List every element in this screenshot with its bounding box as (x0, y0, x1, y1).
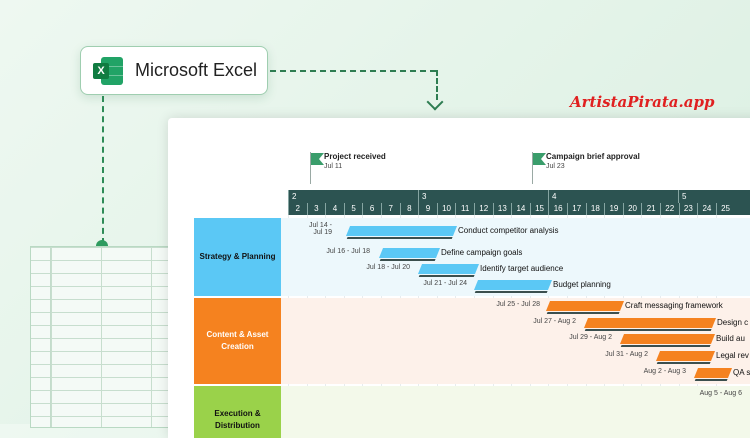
week-cell: 5 (678, 190, 750, 203)
flag-icon (533, 153, 546, 165)
task-progress-line (584, 329, 712, 331)
day-cell: 15 (529, 203, 549, 215)
task-dates: Jul 25 - Jul 28 (496, 301, 540, 308)
day-cell: 24 (697, 203, 716, 215)
excel-logo-letter: X (93, 63, 109, 79)
milestone-date: Jul 11 (324, 163, 343, 170)
day-cell: 20 (622, 203, 642, 215)
task-bar[interactable] (655, 351, 716, 364)
day-cell: 22 (660, 203, 679, 215)
connector-down (436, 70, 438, 100)
task-dates: Jul 21 - Jul 24 (423, 280, 467, 287)
task-name: Budget planning (553, 280, 611, 289)
milestone-pole (532, 152, 533, 184)
task-bar[interactable] (693, 368, 733, 381)
task-dates: Jul 18 - Jul 20 (366, 264, 410, 271)
day-cell: 21 (641, 203, 660, 215)
task-dates: Jul 27 - Aug 2 (533, 318, 576, 325)
day-cell: 5 (343, 203, 363, 215)
task-progress-line (694, 379, 728, 381)
arrow-down-icon (426, 93, 444, 111)
milestone-pole (310, 152, 311, 184)
swimlane-label: Execution & Distribution (214, 409, 261, 430)
task-name: QA s (733, 368, 750, 377)
task-progress-line (474, 291, 548, 293)
task-bar[interactable] (417, 264, 480, 277)
task-progress-line (418, 275, 475, 277)
excel-app-badge[interactable]: X Microsoft Excel (80, 46, 268, 95)
day-cell: 3 (306, 203, 326, 215)
task-progress-line (656, 362, 711, 364)
day-cell: 25 (715, 203, 735, 215)
excel-app-name: Microsoft Excel (135, 60, 258, 80)
task-progress-line (546, 312, 620, 314)
swimlane-strategy-planning: Strategy & Planning (194, 218, 281, 296)
day-cell: 14 (511, 203, 530, 215)
watermark: ArtistaPirata.app (570, 93, 715, 111)
task-dates: Jul 16 - Jul 18 (326, 248, 370, 255)
task-dates: Jul 14 - Jul 19 (309, 222, 332, 236)
swimlane-label: Strategy & Planning (199, 252, 276, 261)
task-bar[interactable] (473, 280, 553, 293)
swimlane-content-creation: Content & Asset Creation (194, 298, 281, 384)
task-bar[interactable] (545, 301, 625, 314)
milestone-title: Project received (324, 152, 386, 161)
task-progress-line (379, 259, 436, 261)
week-cell: 4 (548, 190, 678, 203)
task-dates: Jul 31 - Aug 2 (605, 351, 648, 358)
day-cell: 19 (604, 203, 623, 215)
task-bar[interactable] (378, 248, 441, 261)
milestone-title: Campaign brief approval (546, 152, 640, 161)
task-name: Design c (717, 318, 749, 327)
day-cell: 17 (567, 203, 586, 215)
timeline-weeks-header: 2 3 4 5 (288, 190, 750, 203)
day-cell: 2 (288, 203, 307, 215)
task-dates: Jul 29 - Aug 2 (569, 334, 612, 341)
task-bar[interactable] (619, 334, 716, 347)
task-name: Conduct competitor analysis (458, 226, 559, 235)
task-name: Define campaign goals (441, 248, 523, 257)
day-cell: 9 (418, 203, 437, 215)
day-cell: 10 (436, 203, 456, 215)
connector-horizontal (270, 70, 436, 72)
week-cell: 3 (418, 190, 548, 203)
day-cell: 13 (492, 203, 512, 215)
milestone-date: Jul 23 (546, 163, 565, 170)
task-progress-line (620, 345, 711, 347)
task-name: Build au (716, 334, 745, 343)
task-bar[interactable] (583, 318, 717, 331)
day-cell: 12 (474, 203, 493, 215)
task-progress-line (346, 237, 453, 239)
gantt-chart: Project received Jul 11 Campaign brief a… (168, 118, 750, 438)
week-cell: 2 (288, 190, 418, 203)
task-name: Identify target audience (480, 264, 564, 273)
day-cell: 16 (548, 203, 567, 215)
task-name: Craft messaging framework (625, 301, 723, 310)
timeline-days-header: 2 3 4 5 6 7 8 9 10 11 12 13 14 15 16 17 18 19 20 21 22 23 24 25 (288, 203, 750, 215)
day-cell: 11 (455, 203, 474, 215)
swimlane-label: Content & Asset Creation (206, 330, 269, 351)
connector-vertical (102, 96, 104, 244)
excel-logo-icon: X (93, 57, 123, 85)
task-dates: Aug 2 - Aug 3 (643, 368, 686, 375)
swimlane-execution: Execution & Distribution (194, 386, 281, 438)
day-cell: 7 (381, 203, 400, 215)
day-cell: 6 (362, 203, 381, 215)
task-name: Legal rev (716, 351, 749, 360)
task-bar[interactable] (345, 226, 458, 239)
day-cell: 23 (678, 203, 698, 215)
task-dates: Aug 5 - Aug 6 (699, 390, 742, 397)
day-cell: 4 (325, 203, 344, 215)
lane-band-execution (281, 386, 750, 438)
day-cell: 8 (399, 203, 419, 215)
day-cell: 18 (585, 203, 605, 215)
flag-icon (311, 153, 324, 165)
